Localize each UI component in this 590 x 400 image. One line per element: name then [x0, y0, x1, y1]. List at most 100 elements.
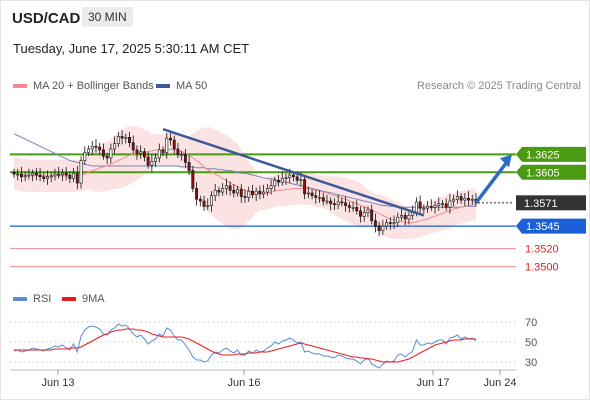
candle: [280, 178, 284, 183]
resistance-label: 1.3605: [526, 167, 560, 179]
candle: [247, 190, 251, 198]
candle: [150, 161, 154, 166]
candle: [195, 188, 199, 200]
candle: [403, 215, 407, 220]
research-credit: Research © 2025 Trading Central: [416, 80, 581, 92]
candle: [128, 137, 131, 143]
candle: [68, 174, 72, 179]
candle: [228, 185, 232, 191]
candle: [142, 151, 146, 158]
pivot-tag: [516, 218, 586, 234]
candle: [210, 195, 213, 206]
candle: [258, 190, 262, 195]
candle: [72, 172, 76, 179]
candle: [306, 192, 310, 195]
candle: [407, 215, 411, 220]
candle: [120, 136, 124, 139]
rsi-swatch: [13, 297, 27, 301]
candle: [161, 149, 165, 153]
candle: [101, 149, 105, 157]
ma50-label: MA 50: [176, 80, 208, 92]
candle: [273, 180, 277, 187]
ma20-swatch: [13, 84, 27, 88]
candle: [388, 222, 392, 224]
candle: [459, 196, 463, 201]
candle: [277, 180, 280, 183]
candle: [154, 157, 158, 162]
candle: [42, 176, 46, 179]
legend-ma9: 9MA: [62, 293, 105, 305]
candle: [221, 188, 225, 193]
candle: [392, 222, 396, 224]
candle: [83, 152, 87, 161]
forecast-arrow-head: [500, 154, 512, 168]
ma9-swatch: [62, 297, 76, 301]
candle: [441, 203, 444, 206]
rsi-line: [13, 323, 477, 369]
candle: [426, 206, 430, 209]
candle: [116, 136, 120, 144]
candle: [19, 173, 23, 178]
candle: [16, 173, 20, 176]
candle: [139, 151, 143, 154]
candle: [359, 210, 362, 217]
candle: [94, 145, 98, 148]
candle: [355, 207, 359, 212]
candle: [325, 200, 329, 203]
candle: [146, 156, 150, 166]
legend-ma20: MA 20 + Bollinger Bands: [13, 80, 154, 92]
candle: [265, 188, 269, 193]
candle: [124, 137, 128, 139]
candle: [347, 205, 351, 208]
candle: [303, 179, 307, 195]
resistance-label: 1.3625: [526, 149, 560, 161]
candle: [336, 201, 340, 205]
candle: [113, 143, 117, 150]
resistance-tag: [516, 164, 586, 180]
trend-line: [162, 128, 425, 217]
x-tick-label: Jun 17: [416, 377, 449, 389]
last-price-label: 1.3571: [524, 198, 558, 210]
candle: [90, 145, 94, 150]
candle: [109, 148, 113, 159]
support-label: 1.3500: [525, 262, 559, 274]
rsi-ma9-line: [14, 328, 476, 363]
support-label: 1.3520: [525, 244, 559, 256]
candle: [340, 201, 344, 204]
candle: [370, 209, 374, 222]
header: USD/CAD 30 MIN: [0, 0, 590, 36]
candle: [131, 142, 135, 151]
candle: [135, 149, 139, 154]
timeframe-badge[interactable]: 30 MIN: [82, 7, 133, 27]
candle: [180, 154, 184, 156]
candle: [381, 225, 385, 231]
candle: [314, 195, 318, 198]
timestamp: Tuesday, June 17, 2025 5:30:11 AM CET: [13, 41, 250, 56]
candle: [373, 220, 377, 227]
candle: [232, 189, 236, 194]
candle: [400, 215, 403, 218]
x-tick-label: Jun 24: [483, 377, 516, 389]
candle: [183, 154, 187, 163]
candle: [448, 200, 452, 208]
forecast-arrow: [474, 158, 511, 204]
candle: [157, 149, 161, 159]
candle: [344, 202, 348, 206]
candle: [332, 203, 336, 206]
candle: [217, 189, 221, 193]
candle: [27, 174, 31, 177]
candle: [250, 190, 254, 196]
candle: [329, 200, 333, 205]
rsi-tick-label: 30: [525, 357, 537, 369]
candle: [429, 206, 433, 208]
candle: [437, 203, 441, 206]
candle: [284, 177, 288, 179]
rsi-tick-label: 50: [525, 337, 537, 349]
candle: [79, 160, 83, 184]
last-price-tag: [516, 195, 586, 211]
candle: [172, 139, 176, 150]
candle: [206, 205, 210, 207]
candle: [191, 170, 195, 189]
candle: [470, 198, 474, 201]
